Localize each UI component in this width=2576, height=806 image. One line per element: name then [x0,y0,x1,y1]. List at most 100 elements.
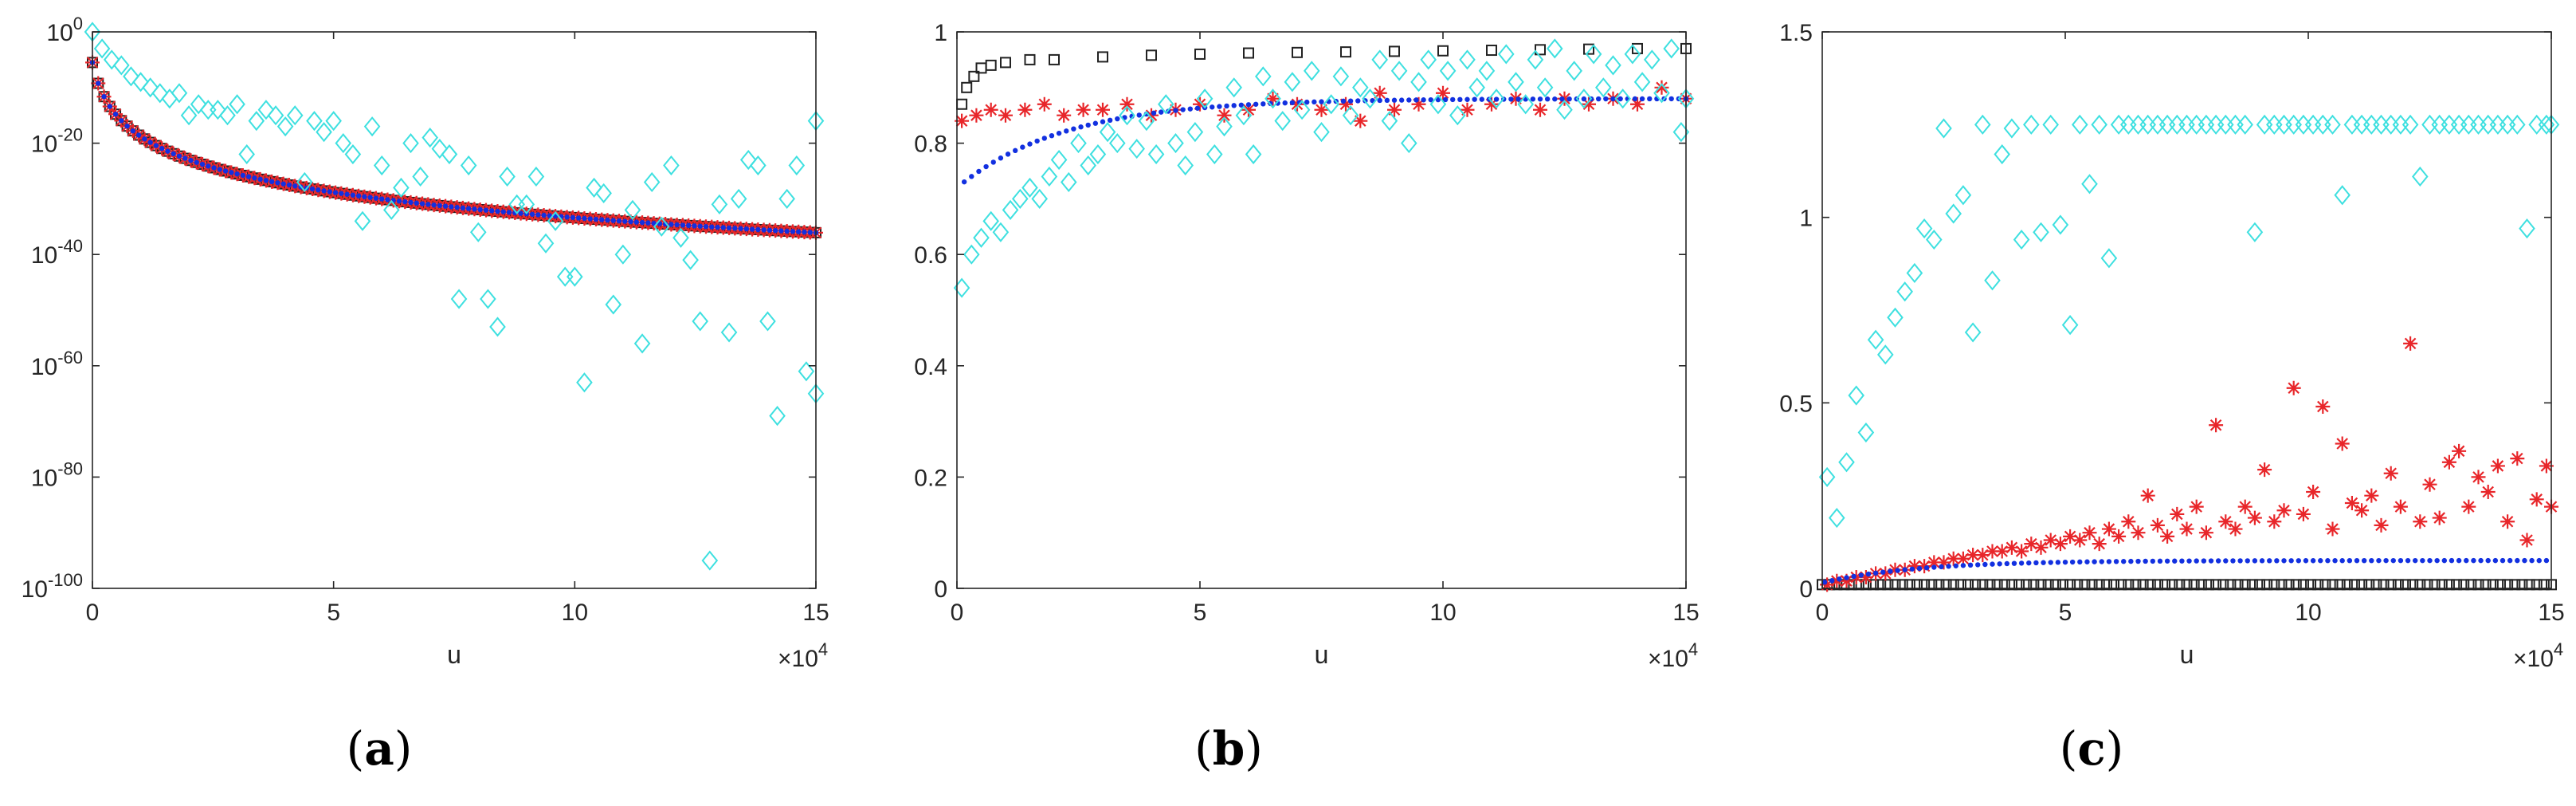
data-point-dot [1005,151,1011,157]
data-point-dot [720,225,726,230]
data-point-star [2082,525,2097,541]
data-point-diamond [614,244,632,265]
data-point-square [2115,579,2127,591]
data-point-square [1889,579,1901,591]
data-point-square [2042,579,2054,591]
data-point-square [2159,579,2171,591]
data-point-star [2189,499,2204,514]
data-point-square [2195,579,2207,591]
data-point-star [2471,470,2486,485]
data-point-star [2286,380,2301,395]
data-point-dot [1173,108,1178,113]
data-point-dot [419,201,425,206]
data-point-diamond [963,244,980,265]
x-tick-label: 0 [86,600,100,626]
data-point-star [1241,102,1256,117]
data-point-square [2035,579,2047,591]
data-point-dot [477,206,483,213]
data-point-dot [500,209,506,214]
data-point-dot [2121,559,2127,564]
data-point-diamond [1536,77,1554,98]
data-point-dot [2543,557,2550,564]
data-point-dot [983,163,989,170]
data-point-dot [379,196,385,202]
data-point-dot [2441,557,2447,564]
data-point-diamond [412,166,429,187]
data-point-dot [339,191,344,196]
panel-caption-open: ( [2059,721,2078,776]
data-point-diamond [489,317,506,337]
data-point-square [956,98,968,110]
data-point-dot [2515,557,2520,564]
data-point-diamond [1468,77,1485,98]
data-point-diamond [1061,171,1077,193]
data-point-diamond [1401,133,1417,154]
data-point-square [2370,579,2382,591]
data-point-diamond [2052,214,2069,235]
data-point-diamond [1255,66,1272,87]
data-point-dot [802,229,807,235]
data-point-diamond [450,289,468,309]
data-point-diamond [1196,88,1214,109]
data-point-dot [2201,558,2207,564]
data-point-square [1919,579,1931,591]
data-point-star [2403,336,2418,351]
data-point-dot [159,146,165,151]
data-point-dot [2135,558,2141,564]
data-point-dot [96,81,101,86]
data-point-dot [1479,96,1485,102]
data-point-dot [1406,97,1412,103]
data-point-diamond [344,144,362,165]
data-point-square [2436,579,2448,591]
data-point-square [2028,579,2040,591]
data-point-diamond [229,94,245,115]
data-point-diamond [402,133,419,154]
data-point-diamond [1527,49,1544,70]
data-point-star [2452,443,2467,458]
data-point-star [1858,570,1873,585]
data-point-diamond [682,250,699,270]
data-point-diamond [692,311,709,332]
data-point-dot [2332,558,2338,564]
y-tick-label: 0.2 [914,465,947,491]
data-point-star [2383,466,2398,481]
data-point-dot [1923,565,1930,571]
data-point-square [2502,579,2514,591]
data-point-square [2246,579,2258,591]
data-point-diamond [527,166,545,187]
data-point-dot [1851,573,1857,580]
data-point-star [1946,551,1961,566]
data-point-diamond [2363,114,2380,135]
data-point-square [2523,579,2535,591]
data-point-dot [709,224,715,230]
data-point-diamond [2158,114,2176,135]
data-point-dot [2186,558,2192,564]
data-point-star [1936,555,1951,570]
data-point-diamond [2528,114,2545,135]
data-point-diamond [663,155,680,176]
data-point-dot [489,208,495,214]
data-point-diamond [1877,344,1894,365]
x-exponent-label: ×104 [2513,639,2563,672]
data-point-diamond [2042,114,2059,135]
data-point-dot [2464,557,2469,564]
y-tick-label: 1.5 [1779,20,1813,46]
data-point-dot [1319,99,1324,104]
data-point-star [2014,544,2029,559]
data-point-square [2458,579,2470,591]
data-point-diamond [2343,114,2361,135]
series-dot [1821,557,2550,585]
data-point-dot [1960,563,1966,568]
data-point-star [1907,559,1922,574]
data-point-diamond [2139,114,2156,135]
data-point-dot [1347,98,1354,104]
y-tick-label: 0.5 [1779,391,1813,417]
data-point-dot [2536,557,2542,564]
data-point-square [1991,579,2003,591]
data-point-dot [2150,558,2155,564]
data-point-square [2056,579,2068,591]
y-tick-label: 10-20 [31,125,83,158]
data-point-star [1994,544,2009,559]
data-point-square [1970,579,1982,591]
data-point-dot [257,176,263,183]
